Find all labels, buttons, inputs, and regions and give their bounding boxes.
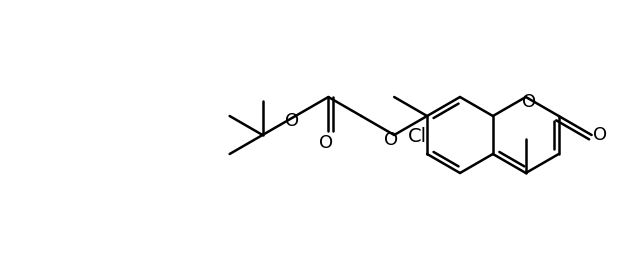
Text: Cl: Cl [408,127,427,146]
Text: O: O [319,134,333,152]
Text: O: O [593,126,607,144]
Text: O: O [285,112,300,130]
Text: O: O [522,93,536,111]
Text: O: O [384,131,398,149]
